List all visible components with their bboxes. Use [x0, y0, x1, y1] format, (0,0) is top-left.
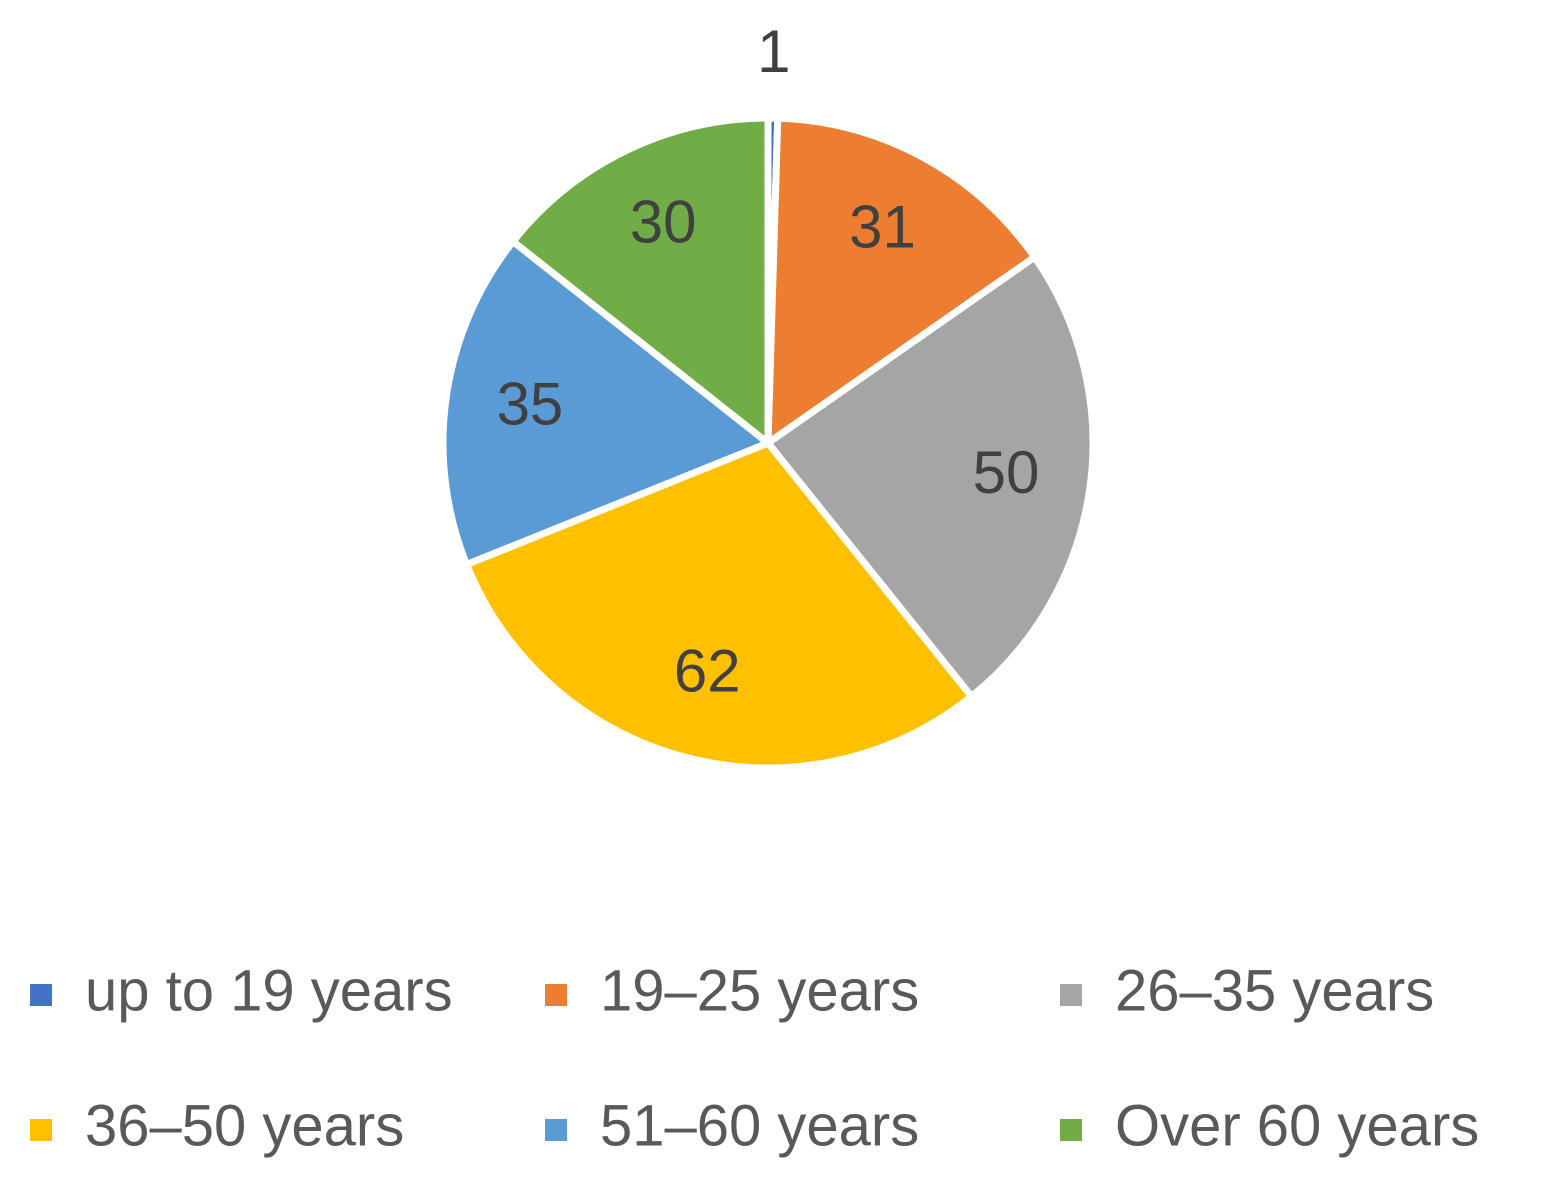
- legend-marker: [1060, 1119, 1082, 1141]
- legend-marker: [545, 1119, 567, 1141]
- legend-marker: [30, 984, 52, 1006]
- legend-label: up to 19 years: [85, 958, 453, 1023]
- pie-slice: [439, 237, 772, 569]
- data-label: 35: [497, 371, 564, 438]
- data-label: 30: [630, 188, 697, 255]
- legend-label: 36–50 years: [85, 1093, 404, 1158]
- legend-label: Over 60 years: [1115, 1093, 1479, 1158]
- legend-marker: [545, 984, 567, 1006]
- data-label: 1: [757, 18, 790, 85]
- data-label: 31: [849, 193, 916, 260]
- data-label: 62: [674, 638, 741, 705]
- legend-label: 19–25 years: [600, 958, 919, 1023]
- legend-marker: [30, 1119, 52, 1141]
- pie-slice: [463, 439, 975, 772]
- legend-label: 51–60 years: [600, 1093, 919, 1158]
- legend-marker: [1060, 984, 1082, 1006]
- pie-slice: [764, 114, 1039, 447]
- pie-slice: [509, 114, 772, 447]
- data-label: 50: [973, 439, 1040, 506]
- legend-label: 26–35 years: [1115, 958, 1434, 1023]
- pie-slice: [764, 253, 1097, 700]
